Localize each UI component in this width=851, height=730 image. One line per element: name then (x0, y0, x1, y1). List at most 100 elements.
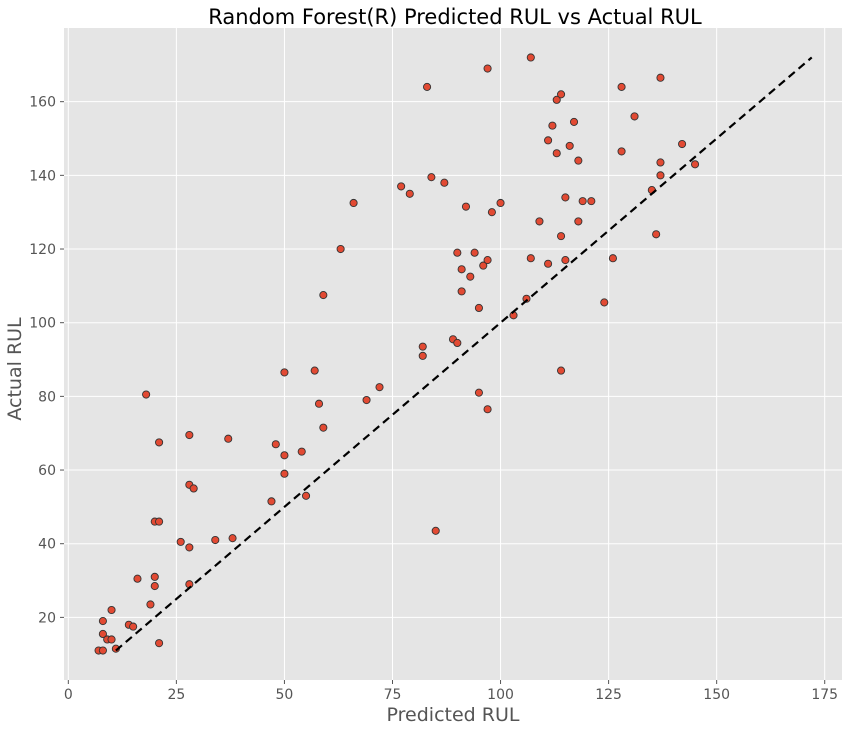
data-point (474, 388, 483, 397)
x-tick-label: 175 (811, 687, 838, 703)
data-point (557, 366, 566, 375)
reference-line (115, 56, 813, 652)
data-point (552, 149, 561, 158)
data-point (176, 537, 185, 546)
data-point (569, 117, 579, 126)
data-point (142, 390, 151, 399)
data-point (440, 178, 449, 187)
data-point (155, 438, 164, 447)
data-point (544, 259, 553, 268)
data-point (578, 197, 587, 206)
data-point (280, 368, 289, 377)
data-point (319, 291, 328, 300)
data-point (652, 230, 661, 239)
data-point (107, 635, 116, 644)
data-point (453, 338, 462, 347)
data-point (280, 451, 289, 460)
data-point (474, 303, 483, 313)
y-tick-label: 120 (29, 242, 56, 258)
y-tick-label: 40 (38, 537, 56, 553)
data-point (561, 193, 570, 202)
data-point (224, 434, 233, 443)
x-tick-label: 0 (64, 687, 73, 703)
grid-lines (64, 28, 842, 680)
data-point (548, 121, 557, 130)
data-point (271, 440, 280, 449)
data-point (483, 64, 492, 73)
data-point (155, 517, 164, 526)
data-point (522, 294, 531, 303)
x-axis-label: Predicted RUL (387, 704, 520, 726)
x-tick-label: 100 (487, 687, 514, 703)
data-point (310, 366, 319, 375)
y-tick-label: 20 (38, 610, 56, 626)
data-point (690, 160, 700, 169)
data-point (656, 73, 665, 82)
data-point (397, 182, 406, 191)
data-point (418, 342, 427, 351)
data-point (405, 189, 414, 198)
data-point (228, 534, 237, 543)
y-tick-label: 160 (29, 95, 56, 111)
data-point (280, 469, 289, 478)
data-point (133, 574, 142, 583)
x-tick-label: 25 (167, 687, 185, 703)
x-axis-ticks: 0 25 50 75 100 125 150 175 (64, 680, 838, 703)
data-point (146, 600, 155, 609)
data-point (557, 90, 566, 99)
y-tick-label: 80 (38, 389, 56, 405)
data-point (319, 423, 328, 432)
data-point (630, 112, 639, 121)
data-point (267, 497, 276, 506)
y-axis-label: Actual RUL (4, 317, 26, 421)
data-point (574, 156, 583, 165)
data-point (457, 287, 466, 296)
data-point (574, 217, 583, 226)
data-point (487, 208, 496, 217)
x-tick-label: 150 (703, 687, 730, 703)
data-point (544, 136, 553, 145)
data-point (301, 491, 311, 500)
data-point (483, 405, 492, 414)
x-tick-label: 50 (276, 687, 294, 703)
data-point (526, 254, 535, 263)
data-point (185, 430, 194, 440)
data-point (107, 605, 116, 615)
data-point (535, 217, 544, 226)
data-point (362, 395, 371, 405)
data-point (150, 572, 159, 581)
data-point (526, 53, 535, 62)
data-points (94, 53, 700, 655)
x-tick-label: 75 (384, 687, 402, 703)
data-point (600, 298, 609, 307)
data-point (375, 383, 384, 392)
data-point (423, 82, 432, 91)
data-point (431, 526, 440, 535)
data-point (211, 535, 220, 545)
data-point (98, 629, 107, 639)
y-tick-label: 100 (29, 316, 56, 332)
data-point (496, 198, 505, 208)
data-point (98, 646, 107, 655)
plot-area (64, 28, 842, 680)
data-point (349, 198, 358, 208)
data-point (479, 261, 488, 270)
data-point (427, 173, 436, 182)
data-point (466, 272, 475, 281)
data-point (461, 202, 471, 211)
y-tick-label: 60 (38, 463, 56, 479)
data-point (678, 139, 687, 149)
data-point (587, 197, 596, 206)
y-tick-label: 140 (29, 168, 56, 184)
data-point (561, 256, 570, 265)
data-point (557, 232, 566, 241)
y-axis-ticks: 20 40 60 80 100 120 140 160 (29, 95, 64, 626)
data-point (155, 639, 164, 648)
data-point (552, 95, 561, 104)
data-point (336, 244, 345, 254)
data-point (617, 147, 626, 156)
data-point (483, 256, 492, 265)
data-point (314, 399, 324, 408)
x-tick-label: 125 (595, 687, 622, 703)
